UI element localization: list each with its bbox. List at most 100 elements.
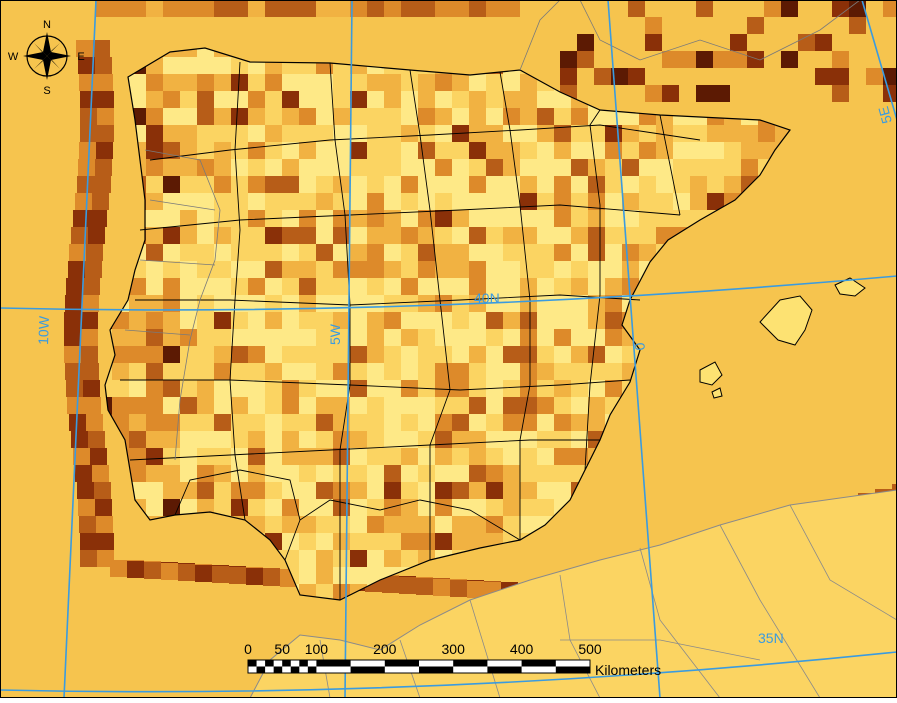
concentration-cell [333, 363, 350, 380]
sea-band-cell [433, 579, 450, 596]
concentration-cell [248, 397, 265, 414]
concentration-cell [758, 125, 775, 142]
concentration-cell [146, 159, 163, 176]
concentration-cell [469, 227, 486, 244]
concentration-cell [741, 142, 758, 159]
sea-band-cell [68, 261, 85, 278]
concentration-cell [503, 346, 520, 363]
concentration-cell [265, 448, 282, 465]
concentration-cell [554, 193, 571, 210]
concentration-cell [197, 176, 214, 193]
concentration-cell [333, 567, 350, 584]
concentration-cell [605, 346, 622, 363]
concentration-cell [333, 482, 350, 499]
concentration-cell [350, 329, 367, 346]
concentration-cell [316, 74, 333, 91]
concentration-cell [418, 329, 435, 346]
concentration-cell [452, 176, 469, 193]
concentration-cell [282, 108, 299, 125]
concentration-cell [486, 482, 503, 499]
scale-bar-tick-label: 400 [510, 641, 534, 657]
concentration-cell [248, 244, 265, 261]
concentration-cell [554, 176, 571, 193]
sea-band-cell [144, 562, 161, 579]
label-5w: 5W [327, 323, 343, 345]
scale-bar-block [521, 660, 556, 667]
concentration-cell [486, 363, 503, 380]
concentration-cell [554, 244, 571, 261]
concentration-cell [214, 176, 231, 193]
concentration-cell [503, 499, 520, 516]
concentration-cell [452, 482, 469, 499]
concentration-cell [520, 363, 537, 380]
concentration-cell [231, 142, 248, 159]
concentration-cell [418, 74, 435, 91]
concentration-cell [588, 227, 605, 244]
concentration-cell [418, 210, 435, 227]
scale-bar-block [555, 666, 590, 673]
concentration-cell [350, 363, 367, 380]
scale-bar-block [299, 660, 308, 667]
concentration-cell [622, 244, 639, 261]
concentration-cell [639, 142, 656, 159]
concentration-cell [350, 499, 367, 516]
concentration-cell [367, 499, 384, 516]
concentration-cell [367, 550, 384, 567]
concentration-cell [503, 142, 520, 159]
concentration-cell [418, 482, 435, 499]
concentration-cell [520, 227, 537, 244]
concentration-cell [367, 346, 384, 363]
sea-band-cell [80, 91, 97, 108]
concentration-cell [129, 278, 146, 295]
sea-band-cell [263, 569, 280, 586]
concentration-cell [435, 482, 452, 499]
concentration-cell [435, 210, 452, 227]
portugal-border [144, 149, 221, 461]
concentration-cell [350, 159, 367, 176]
concentration-cell [265, 380, 282, 397]
sea-band-cell [94, 176, 111, 193]
concentration-cell [469, 278, 486, 295]
concentration-cell [367, 142, 384, 159]
concentration-cell [333, 125, 350, 142]
sea-band-cell [416, 578, 433, 595]
concentration-cell [248, 431, 265, 448]
concentration-cell [537, 193, 554, 210]
concentration-cell [520, 295, 537, 312]
sea-band-cell [832, 0, 849, 17]
concentration-cell [299, 550, 316, 567]
concentration-cell [469, 210, 486, 227]
province-borders [120, 61, 701, 600]
sea-band-cell [229, 567, 246, 584]
concentration-cell [605, 244, 622, 261]
concentration-cell [197, 48, 214, 57]
concentration-cell [469, 431, 486, 448]
concentration-cell [316, 584, 333, 600]
concentration-cell [503, 329, 520, 346]
concentration-cell [656, 125, 673, 142]
concentration-cell [197, 74, 214, 91]
concentration-cell [231, 499, 248, 516]
concentration-cell [316, 261, 333, 278]
menorca-island [834, 277, 866, 297]
concentration-cell [163, 295, 180, 312]
concentration-cell [316, 448, 333, 465]
concentration-cell [418, 278, 435, 295]
sea-band-cell [645, 17, 662, 34]
concentration-cell [265, 414, 282, 431]
concentration-cell [316, 397, 333, 414]
sea-band-cell [577, 51, 594, 68]
concentration-cell [401, 533, 418, 550]
concentration-cell [571, 295, 588, 312]
compass-arrow-east-icon [47, 52, 71, 60]
concentration-cell [350, 295, 367, 312]
concentration-cell [163, 499, 180, 516]
concentration-cell [588, 278, 605, 295]
label-35n: 35N [758, 630, 784, 646]
province-border [409, 69, 451, 560]
concentration-cell [146, 482, 163, 499]
concentration-cell [554, 346, 571, 363]
concentration-cell [622, 125, 639, 142]
sea-band-cell [80, 125, 97, 142]
